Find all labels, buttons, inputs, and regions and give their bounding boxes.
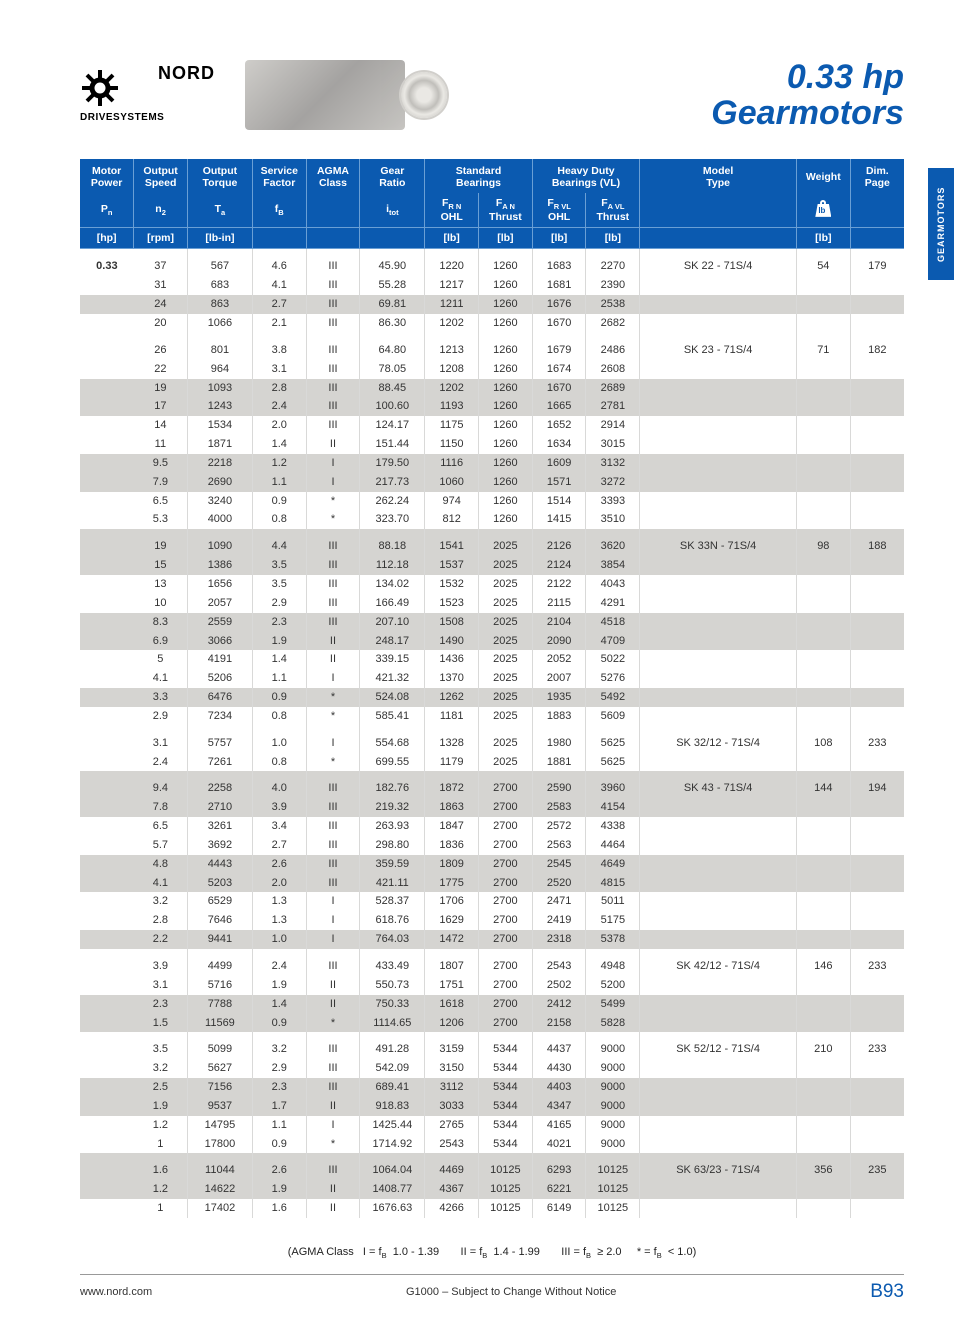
table-row: 248632.7III69.811211126016762538	[80, 295, 904, 314]
table-row: 1316563.5III134.021532202521224043	[80, 575, 904, 594]
table-row: 5.340000.8*323.70812126014153510	[80, 510, 904, 529]
footer-url: www.nord.com	[80, 1286, 152, 1298]
table-row: 1118711.4II151.441150126016343015	[80, 435, 904, 454]
table-row: 316834.1III55.281217126016812390	[80, 276, 904, 295]
table-row: 1712432.4III100.601193126016652781	[80, 397, 904, 416]
table-row: 6.930661.9II248.171490202520904709	[80, 632, 904, 651]
table-row: 1910932.8III88.451202126016702689	[80, 379, 904, 398]
page-number: B93	[870, 1281, 904, 1303]
table-row: 3.157571.0I554.681328202519805625SK 32/1…	[80, 726, 904, 753]
table-row: 1415342.0III124.171175126016522914	[80, 416, 904, 435]
table-row: 1020572.9III166.491523202521154291	[80, 594, 904, 613]
table-row: 1.6110442.6III1064.04446910125629310125S…	[80, 1153, 904, 1180]
table-row: 1178000.9*1714.922543534440219000	[80, 1135, 904, 1154]
gearmotor-table: MotorPower OutputSpeed OutputTorque Serv…	[80, 159, 904, 1218]
table-row: 3.364760.9*524.081262202519355492	[80, 688, 904, 707]
table-row: 2.472610.8*699.551179202518815625	[80, 753, 904, 772]
table-row: 3.944992.4III433.491807270025434948SK 42…	[80, 949, 904, 976]
table-row: 3.256272.9III542.093150534444309000	[80, 1059, 904, 1078]
table-row: 7.926901.1I217.731060126015713272	[80, 473, 904, 492]
page-header: NORD DRIVESYSTEMS 0.33 hp Gearmotors	[80, 60, 904, 131]
table-row: 2.294411.0I764.031472270023185378	[80, 930, 904, 949]
table-row: 8.325592.3III207.101508202521044518	[80, 613, 904, 632]
table-row: 5.736922.7III298.801836270025634464	[80, 836, 904, 855]
table-row: 4.152061.1I421.321370202520075276	[80, 669, 904, 688]
side-tab-gearmotors: GEARMOTORS	[928, 168, 954, 280]
table-row: 268013.8III64.801213126016792486SK 23 - …	[80, 333, 904, 360]
table-row: 229643.1III78.051208126016742608	[80, 360, 904, 379]
footer-notice: G1000 – Subject to Change Without Notice	[406, 1286, 616, 1298]
table-row: 9.522181.2I179.501116126016093132	[80, 454, 904, 473]
table-row: 6.532613.4III263.931847270025724338	[80, 817, 904, 836]
table-row: 3.265291.3I528.371706270024715011	[80, 892, 904, 911]
table-row: 6.532400.9*262.24974126015143393	[80, 492, 904, 511]
table-row: 2.377881.4II750.331618270024125499	[80, 995, 904, 1014]
table-row: 1.2146221.9II1408.77436710125622110125	[80, 1180, 904, 1199]
table-row: 1.5115690.9*1114.651206270021585828	[80, 1014, 904, 1033]
table-row: 4.152032.0III421.111775270025204815	[80, 874, 904, 893]
gear-icon	[80, 68, 120, 108]
brand-subtitle: DRIVESYSTEMS	[80, 112, 164, 123]
table-row: 1.2147951.1I1425.442765534441659000	[80, 1116, 904, 1135]
table-row: 2010662.1III86.301202126016702682	[80, 314, 904, 333]
table-row: 7.827103.9III219.321863270025834154	[80, 798, 904, 817]
table-row: 2.571562.3III689.413112534444039000	[80, 1078, 904, 1097]
weight-icon	[814, 200, 832, 218]
table-row: 2.876461.3I618.761629270024195175	[80, 911, 904, 930]
table-row: 0.33375674.6III45.901220126016832270SK 2…	[80, 249, 904, 276]
table-row: 1174021.6II1676.63426610125614910125	[80, 1199, 904, 1218]
table-row: 3.157161.9II550.731751270025025200	[80, 976, 904, 995]
brand-logo: NORD DRIVESYSTEMS	[80, 68, 215, 123]
gearmotor-image	[245, 60, 405, 130]
table-row: 1513863.5III112.181537202521243854	[80, 556, 904, 575]
table-row: 4.844432.6III359.591809270025454649	[80, 855, 904, 874]
table-row: 3.550993.2III491.283159534444379000SK 52…	[80, 1032, 904, 1059]
page-title: 0.33 hp Gearmotors	[711, 60, 904, 131]
table-row: 9.422584.0III182.761872270025903960SK 43…	[80, 771, 904, 798]
table-row: 541911.4II339.151436202520525022	[80, 650, 904, 669]
page-footer: www.nord.com G1000 – Subject to Change W…	[80, 1274, 904, 1303]
brand-name: NORD	[158, 63, 215, 84]
agma-legend: (AGMA Class I = fB 1.0 - 1.39 II = fB 1.…	[80, 1246, 904, 1260]
table-row: 1.995371.7II918.833033534443479000	[80, 1097, 904, 1116]
table-row: 1910904.4III88.181541202521263620SK 33N …	[80, 529, 904, 556]
table-row: 2.972340.8*585.411181202518835609	[80, 707, 904, 726]
